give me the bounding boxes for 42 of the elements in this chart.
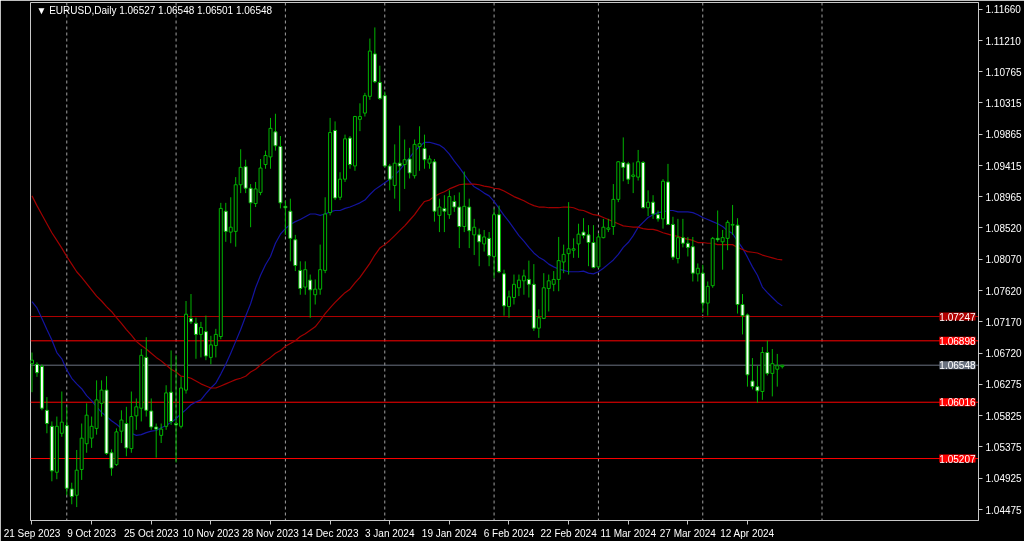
y-tick-label: 1.08070 xyxy=(985,254,1023,266)
x-tick-label: 21 Sep 2023 xyxy=(3,527,61,539)
ref-line-label: 1.05207 xyxy=(939,453,976,465)
y-tick-label: 1.09865 xyxy=(985,129,1023,141)
y-tick-label: 1.04475 xyxy=(985,504,1023,516)
x-tick-label: 14 Dec 2023 xyxy=(301,527,359,539)
y-tick-label: 1.08520 xyxy=(985,222,1023,234)
x-tick-label: 22 Feb 2024 xyxy=(540,527,598,539)
candlestick xyxy=(149,397,154,431)
line-series xyxy=(31,183,783,389)
candlestick xyxy=(283,200,288,236)
x-tick-label: 9 Oct 2023 xyxy=(67,527,117,539)
x-tick-label: 6 Feb 2024 xyxy=(483,527,535,539)
y-tick-label: 1.04925 xyxy=(985,473,1023,485)
y-tick-label: 1.11660 xyxy=(985,4,1022,16)
ref-line-label: 1.06548 xyxy=(939,360,976,372)
x-tick-label: 12 Apr 2024 xyxy=(720,527,775,539)
y-tick-label: 1.11210 xyxy=(985,35,1022,47)
x-tick-label: 27 Mar 2024 xyxy=(659,527,717,539)
candlestick xyxy=(298,260,303,296)
y-tick-label: 1.07170 xyxy=(985,316,1023,328)
x-tick-label: 25 Oct 2023 xyxy=(124,527,179,539)
ref-line-label: 1.06016 xyxy=(939,397,976,409)
ref-line-label: 1.06898 xyxy=(939,335,976,347)
candlestick xyxy=(44,396,49,434)
y-tick-label: 1.08965 xyxy=(985,191,1023,203)
x-tick-label: 28 Nov 2023 xyxy=(242,527,300,539)
x-tick-label: 19 Jan 2024 xyxy=(421,527,478,539)
chart-title: ▼ EURUSD,Daily 1.06527 1.06548 1.06501 1.06548 xyxy=(36,4,273,16)
y-tick-label: 1.05825 xyxy=(985,410,1023,422)
y-tick-label: 1.10765 xyxy=(985,66,1023,78)
x-tick-label: 10 Nov 2023 xyxy=(182,527,240,539)
y-tick-label: 1.06275 xyxy=(985,379,1023,391)
x-tick-label: 11 Mar 2024 xyxy=(600,527,657,539)
y-tick-label: 1.06720 xyxy=(985,348,1023,360)
x-tick-label: 3 Jan 2024 xyxy=(364,527,415,539)
candlestick xyxy=(174,354,179,464)
y-tick-label: 1.10315 xyxy=(985,97,1023,109)
y-tick-label: 1.07620 xyxy=(985,285,1023,297)
y-tick-label: 1.05375 xyxy=(985,441,1023,453)
y-tick-label: 1.09415 xyxy=(985,160,1023,172)
ref-line-label: 1.07247 xyxy=(939,311,976,323)
